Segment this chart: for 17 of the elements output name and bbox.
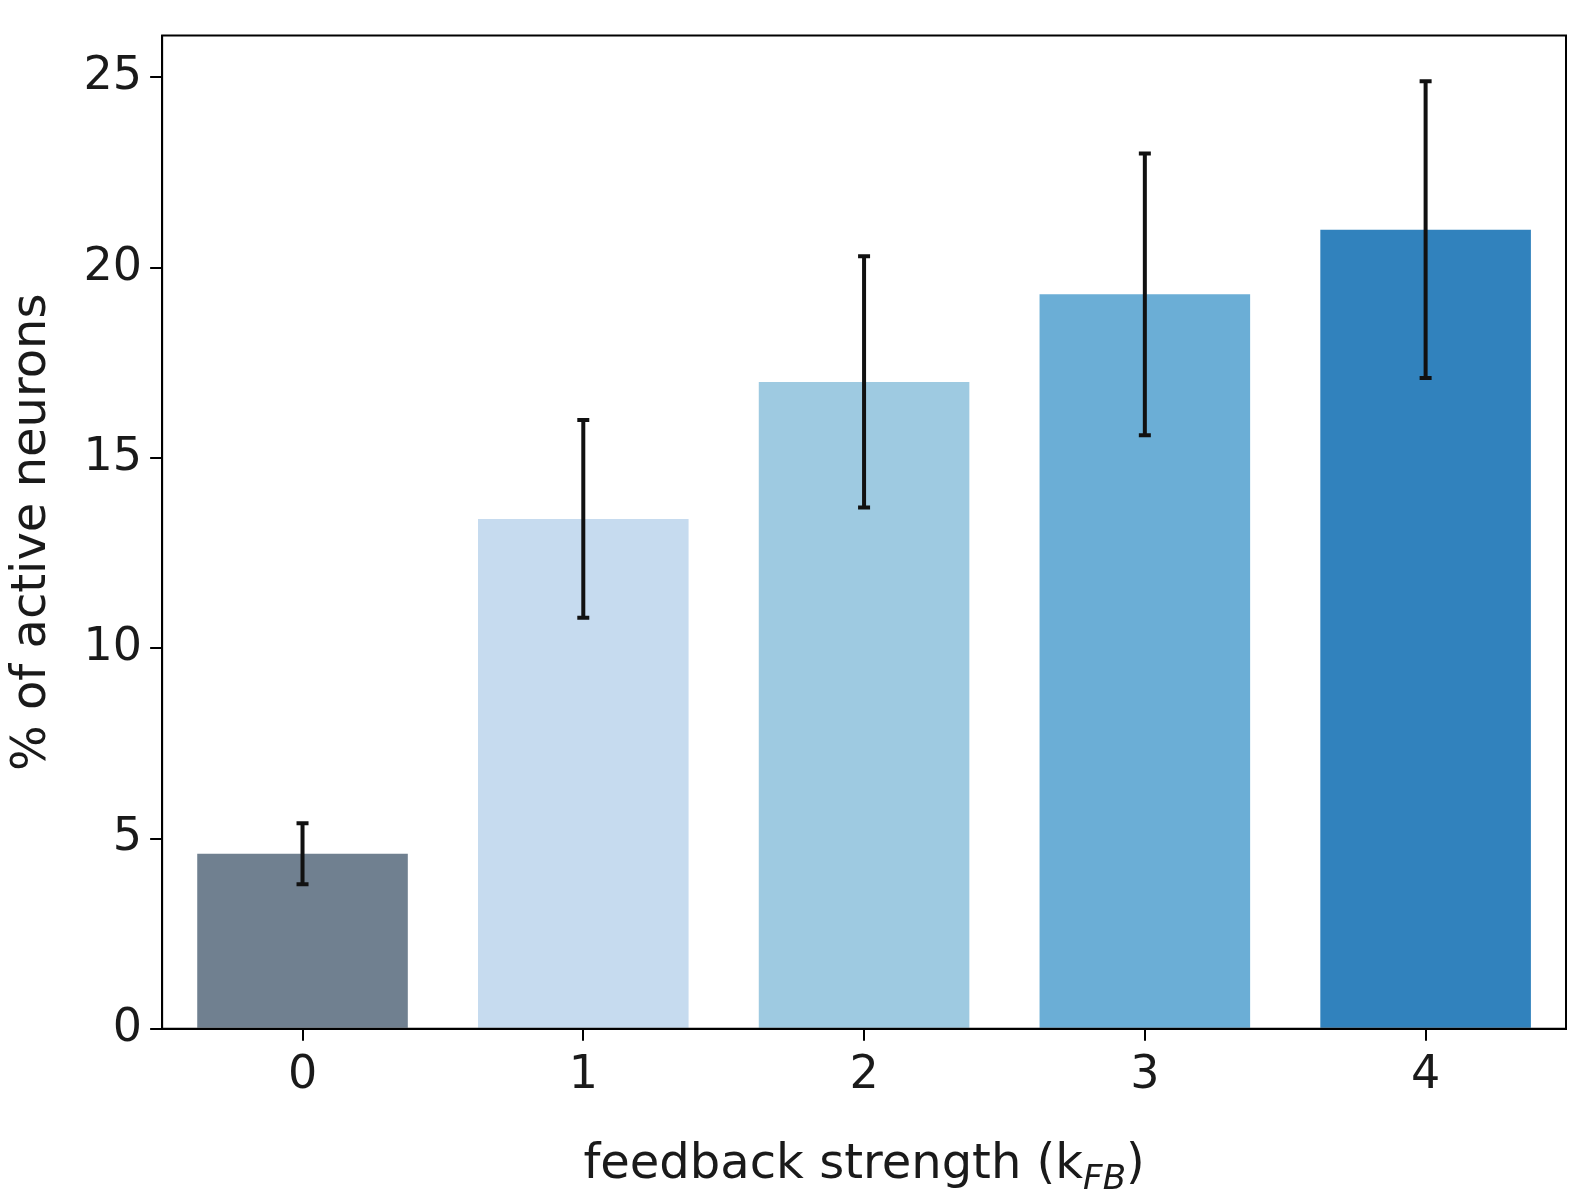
- y-tick-label: 15: [83, 426, 143, 481]
- y-tick-label: 20: [83, 236, 143, 291]
- x-tick-label: 3: [1130, 1045, 1160, 1100]
- bar: [478, 518, 689, 1028]
- x-tick-label: 0: [287, 1045, 318, 1100]
- x-tick-label: 4: [1410, 1045, 1441, 1100]
- bar: [1039, 294, 1251, 1028]
- y-tick-label: 0: [112, 997, 143, 1052]
- bar: [1320, 229, 1531, 1028]
- y-axis-title: % of active neurons: [0, 293, 57, 771]
- x-tick-label: 2: [849, 1045, 879, 1100]
- y-tick-label: 5: [112, 807, 143, 862]
- bar: [197, 853, 408, 1028]
- y-tick-label: 25: [83, 46, 143, 101]
- x-tick-label: 1: [568, 1045, 598, 1100]
- bar: [758, 381, 970, 1028]
- y-tick-label: 10: [83, 617, 143, 672]
